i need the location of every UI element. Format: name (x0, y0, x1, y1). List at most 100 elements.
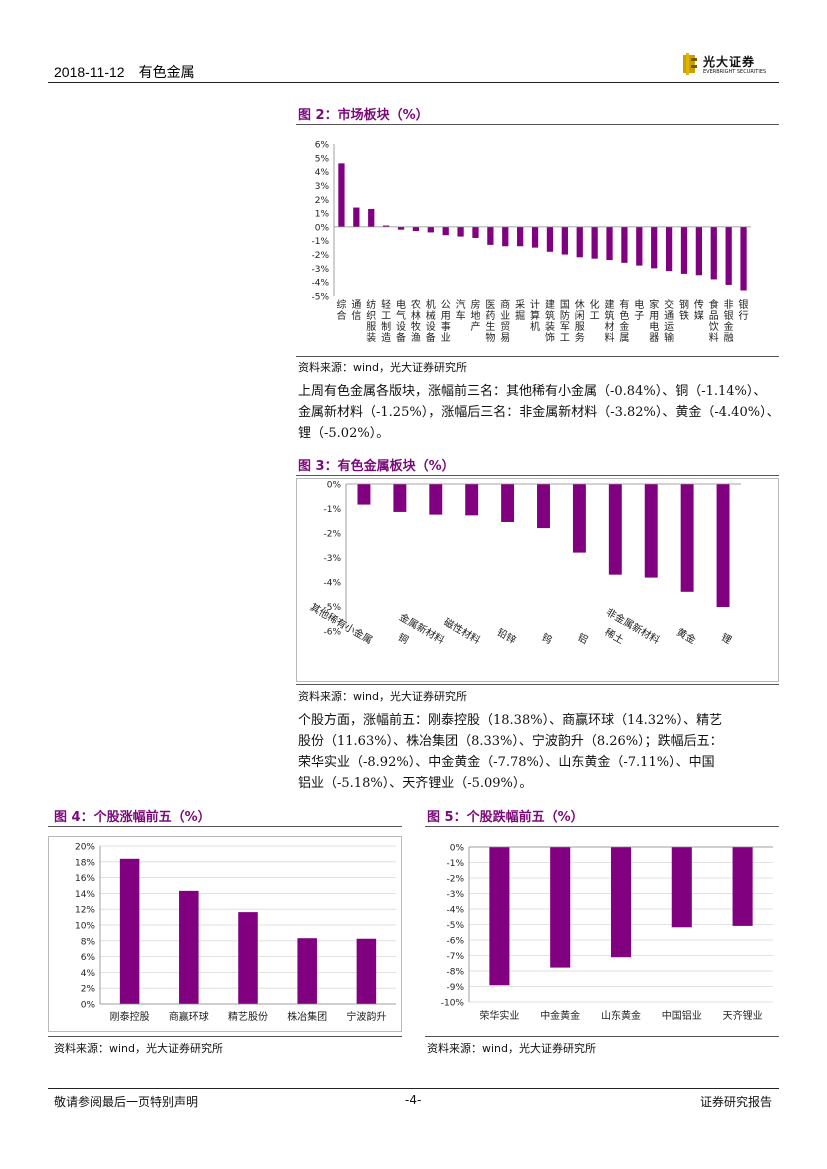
fig5-source: 资料来源：wind，光大证券研究所 (427, 1042, 597, 1055)
x-category-label: 宁波韵升 (346, 1010, 386, 1023)
y-tick-label: -1% (311, 237, 329, 247)
fig2-chart: 6% 5% 4% 3% 2% 1% 0% -1% -2% -3% -4% -5% 综合通信纺织服装轻工制… (311, 141, 751, 344)
bar (412, 226, 420, 232)
bar (353, 207, 360, 227)
fig4-title: 图 4：个股涨幅前五（%） (54, 810, 211, 825)
x-category-label: 钢铁 (679, 298, 689, 322)
bar (561, 226, 568, 255)
y-tick-label: -5% (323, 603, 341, 613)
bar (238, 912, 258, 1004)
x-category-label: 公用事业 (441, 300, 451, 344)
bar (502, 226, 509, 247)
bar (517, 226, 524, 247)
fig2-title-divider (296, 124, 779, 125)
bar (610, 847, 632, 958)
bar (710, 226, 717, 280)
x-category-label: 非银金融 (724, 299, 734, 344)
y-tick-label: -5% (311, 293, 329, 303)
bar (297, 938, 317, 1004)
fig5-title-divider (425, 826, 779, 827)
paragraph-line: 上周有色金属各版块，涨幅前三名：其他稀有小金属（-0.84%）、铜（-1.14%… (298, 384, 767, 399)
x-category-label: 化工 (590, 298, 600, 322)
x-category-label: 建筑装饰 (545, 298, 555, 344)
report-header: 2018-11-12 有色金属 (54, 62, 195, 82)
x-category-label: 交通运输 (664, 298, 674, 344)
bar (397, 226, 405, 230)
bar (680, 226, 688, 274)
header-divider (48, 82, 779, 83)
bar (606, 226, 613, 261)
x-category-label: 钨 (539, 630, 554, 646)
y-tick-label: -7% (446, 952, 464, 962)
x-category-label: 商业贸易 (500, 298, 510, 344)
fig4-source: 资料来源：wind，光大证券研究所 (54, 1042, 224, 1055)
x-category-label: 传媒 (694, 299, 704, 322)
y-tick-label: 6% (81, 953, 96, 963)
y-tick-label: -2% (446, 875, 464, 885)
bar (572, 484, 586, 553)
bar (487, 226, 494, 245)
x-category-label: 磁性材料 (442, 615, 483, 646)
bar (644, 484, 658, 578)
bar (489, 847, 510, 986)
x-category-label: 刚泰控股 (110, 1010, 150, 1023)
y-tick-label: 6% (315, 141, 330, 151)
x-category-label: 其他稀有小金属 (308, 600, 375, 646)
y-tick-label: 1% (315, 210, 330, 220)
x-category-label: 电子 (634, 298, 644, 322)
x-category-label: 计算机 (530, 298, 540, 333)
y-tick-label: 18% (75, 858, 95, 868)
bar (546, 226, 554, 252)
bar (442, 226, 449, 236)
bar (725, 226, 732, 285)
y-tick-label: -3% (311, 265, 329, 275)
x-category-label: 采掘 (515, 299, 525, 322)
y-tick-label: 3% (315, 182, 330, 192)
x-category-label: 有色金属 (619, 298, 629, 344)
x-category-label: 综合 (336, 298, 346, 322)
paragraph-line: 锂（-5.02%）。 (298, 426, 390, 441)
logo-name: 光大证券 (703, 55, 756, 69)
bar (636, 226, 643, 266)
y-tick-label: -3% (446, 890, 464, 900)
x-category-label: 商赢环球 (169, 1010, 209, 1023)
paragraph-line: 股份（11.63%）、株冶集团（8.33%）、宁波韵升（8.26%）；跌幅后五： (298, 734, 723, 749)
x-category-label: 食品饮料 (709, 298, 719, 344)
x-category-label: 家用电器 (649, 298, 659, 344)
company-logo: 光大证券 EVERBRIGHT SECURITIES (683, 53, 783, 79)
bar (680, 484, 694, 592)
x-category-label: 精艺股份 (228, 1010, 268, 1023)
footer-divider (48, 1088, 779, 1089)
y-tick-label: -10% (441, 999, 465, 1009)
logo-subtitle: EVERBRIGHT SECURITIES (703, 69, 767, 75)
bar (531, 226, 539, 248)
y-tick-label: 4% (315, 168, 330, 178)
fig4-bottom-divider (48, 1036, 402, 1037)
x-category-label: 纺织服装 (366, 298, 376, 344)
y-tick-label: -4% (323, 579, 341, 589)
y-tick-label: -2% (323, 530, 341, 540)
x-category-label: 电气设备 (396, 298, 406, 344)
y-tick-label: 16% (75, 874, 95, 884)
bar (608, 484, 622, 575)
x-category-label: 银行 (739, 298, 749, 322)
bar (550, 847, 571, 968)
y-tick-label: 12% (75, 906, 95, 916)
y-tick-label: -6% (323, 628, 341, 638)
x-category-label: 铅锌 (495, 625, 519, 646)
y-tick-label: 0% (450, 844, 465, 854)
fig3-title-divider (296, 475, 779, 476)
footer-report-type: 证券研究报告 (700, 1095, 773, 1109)
y-tick-label: -8% (446, 968, 464, 978)
footer-disclaimer: 敬请参阅最后一页特别声明 (54, 1095, 199, 1109)
paragraph-stocks: 个股方面，涨幅前五：刚泰控股（18.38%）、商赢环球（14.32%）、精艺 股… (298, 710, 780, 794)
y-tick-label: 10% (75, 922, 95, 932)
report-category: 有色金属 (138, 64, 195, 80)
bar (382, 225, 390, 227)
bar (357, 484, 371, 505)
x-category-label: 医药生物 (485, 299, 495, 344)
bar (576, 226, 583, 258)
report-date: 2018-11-12 (54, 64, 125, 80)
paragraph-sectors: 上周有色金属各版块，涨幅前三名：其他稀有小金属（-0.84%）、铜（-1.14%… (298, 381, 780, 444)
x-category-label: 株冶集团 (287, 1010, 327, 1023)
